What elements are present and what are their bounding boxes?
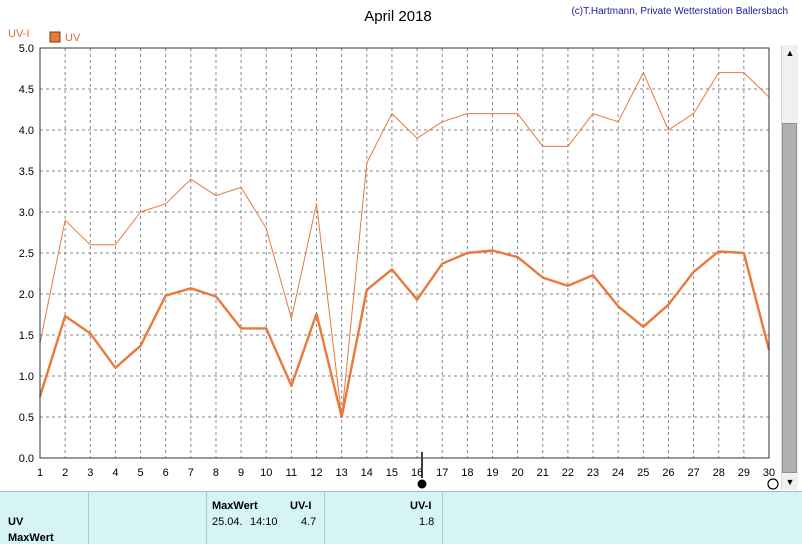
x-tick-label: 4 xyxy=(112,467,118,479)
panel-cell-labels xyxy=(0,492,89,544)
series-line-thin xyxy=(39,72,770,418)
y-axis-label: UV-I xyxy=(8,28,29,40)
scroll-down-arrow-icon[interactable]: ▼ xyxy=(785,477,795,487)
x-tick-label: 22 xyxy=(562,467,574,479)
chart-credit: (c)T.Hartmann, Private Wetterstation Bal… xyxy=(571,6,788,17)
y-tick-label: 4.5 xyxy=(19,84,34,96)
vertical-scrollbar[interactable]: ▲ ▼ xyxy=(781,45,798,490)
x-tick-label: 27 xyxy=(687,467,699,479)
x-tick-label: 16 xyxy=(411,467,423,479)
panel-cell-current xyxy=(324,492,443,544)
panel-cell-empty xyxy=(88,492,207,544)
marker-open-circle[interactable] xyxy=(767,478,779,490)
scroll-up-arrow-icon[interactable]: ▲ xyxy=(785,48,795,58)
y-tick-label: 5.0 xyxy=(19,43,34,55)
max-time: 14:10 xyxy=(250,516,278,528)
uv-chart: April 2018 (c)T.Hartmann, Private Wetter… xyxy=(8,6,788,490)
x-tick-label: 17 xyxy=(436,467,448,479)
y-tick-label: 0.0 xyxy=(19,453,34,465)
x-tick-label: 23 xyxy=(587,467,599,479)
x-tick-label: 18 xyxy=(461,467,473,479)
y-tick-label: 0.5 xyxy=(19,412,34,424)
x-tick-label: 20 xyxy=(511,467,523,479)
header-uvi-max: UV-I xyxy=(290,500,312,512)
x-tick-label: 6 xyxy=(163,467,169,479)
x-tick-label: 5 xyxy=(137,467,143,479)
x-tick-label: 21 xyxy=(537,467,549,479)
x-ticks: 1 2 3 4 5 6 7 8 9 10 11 12 13 14 15 16 17 18 19 20 21 22 23 24 2… xyxy=(37,452,775,479)
x-tick-label: 9 xyxy=(238,467,244,479)
x-tick-label: 12 xyxy=(310,467,322,479)
row-label-maxwert: MaxWert xyxy=(8,532,54,544)
x-tick-label: 25 xyxy=(637,467,649,479)
x-tick-label: 15 xyxy=(386,467,398,479)
y-ticks: 0.0 0.5 1.0 1.5 2.0 2.5 3.0 3.5 4.0 4.5 5.0 xyxy=(19,43,34,465)
x-tick-label: 28 xyxy=(713,467,725,479)
header-maxwert: MaxWert xyxy=(212,500,258,512)
chart-title: April 2018 xyxy=(364,8,432,25)
header-uvi-current: UV-I xyxy=(410,500,432,512)
y-tick-label: 2.5 xyxy=(19,248,34,260)
x-tick-label: 29 xyxy=(738,467,750,479)
x-tick-label: 13 xyxy=(336,467,348,479)
x-tick-label: 8 xyxy=(213,467,219,479)
y-tick-label: 1.0 xyxy=(19,371,34,383)
grid xyxy=(39,47,770,459)
x-tick-label: 19 xyxy=(486,467,498,479)
y-tick-label: 3.0 xyxy=(19,207,34,219)
row-label-uv: UV xyxy=(8,516,24,528)
current-value: 1.8 xyxy=(419,516,435,528)
y-tick-label: 1.5 xyxy=(19,330,34,342)
y-tick-label: 2.0 xyxy=(19,289,34,301)
scrollbar-thumb[interactable] xyxy=(782,123,797,473)
legend-swatch xyxy=(49,31,61,43)
x-tick-label: 1 xyxy=(37,467,43,479)
max-date: 25.04. xyxy=(212,516,243,528)
y-tick-label: 3.5 xyxy=(19,166,34,178)
x-tick-label: 26 xyxy=(662,467,674,479)
panel-cell-maxwert xyxy=(206,492,325,544)
series-lines xyxy=(38,72,771,419)
y-tick-label: 4.0 xyxy=(19,125,34,137)
x-tick-label: 3 xyxy=(87,467,93,479)
x-tick-label: 30 xyxy=(763,467,775,479)
x-tick-label: 2 xyxy=(62,467,68,479)
x-tick-label: 10 xyxy=(260,467,272,479)
series-line-thick xyxy=(38,249,771,419)
x-tick-label: 14 xyxy=(361,467,373,479)
x-tick-label: 7 xyxy=(188,467,194,479)
info-panel: UV MaxWert MaxWert UV-I 25.04. 14:10 4.7… xyxy=(0,491,802,544)
x-tick-label: 11 xyxy=(286,467,297,479)
x-tick-label: 24 xyxy=(612,467,624,479)
legend-label: UV xyxy=(65,32,81,44)
max-value: 4.7 xyxy=(301,516,317,528)
marker-filled-circle[interactable] xyxy=(417,479,427,489)
plot-frame xyxy=(39,47,770,459)
